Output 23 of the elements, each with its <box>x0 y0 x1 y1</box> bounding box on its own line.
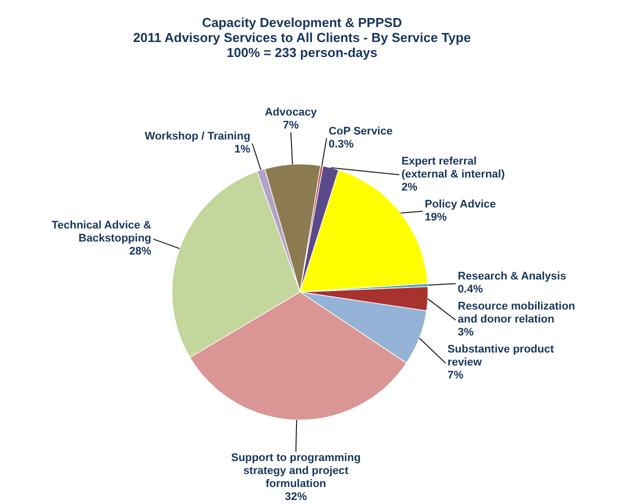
slice-label: Advocacy <box>264 106 318 118</box>
data-label: 1% <box>234 143 251 156</box>
data-label: 0.4% <box>458 284 484 296</box>
slice-label: Workshop / Training <box>144 130 250 142</box>
data-label: 7% <box>282 119 300 132</box>
slice-label: Policy Advice <box>424 198 496 210</box>
slice-label: Expert referral (external & internal) <box>401 155 506 180</box>
chart-title: Capacity Development & PPPSD <box>202 15 402 30</box>
data-label: 2% <box>401 181 418 194</box>
slice-label: Substantive product review <box>448 344 554 369</box>
data-label: 3% <box>458 326 474 339</box>
slice-label: CoP Service <box>328 125 393 138</box>
data-label: 19% <box>424 211 447 224</box>
chart-subtitle: 2011 Advisory Services to All Clients - By Service Type <box>133 30 471 45</box>
text: 100% = 233 person-days <box>226 45 378 60</box>
data-label: 7% <box>448 370 464 382</box>
slice-label: Resource mobilization and donor relation <box>458 300 576 326</box>
data-label: 0.3% <box>328 138 354 150</box>
slice-label: Technical Advice & Backstopping <box>52 220 152 245</box>
slice-label: Research & Analysis <box>458 270 566 283</box>
data-label: 32% <box>284 490 308 503</box>
slice-label: Support to programming strategy and project formulation <box>231 452 361 490</box>
data-label: 28% <box>129 246 152 258</box>
